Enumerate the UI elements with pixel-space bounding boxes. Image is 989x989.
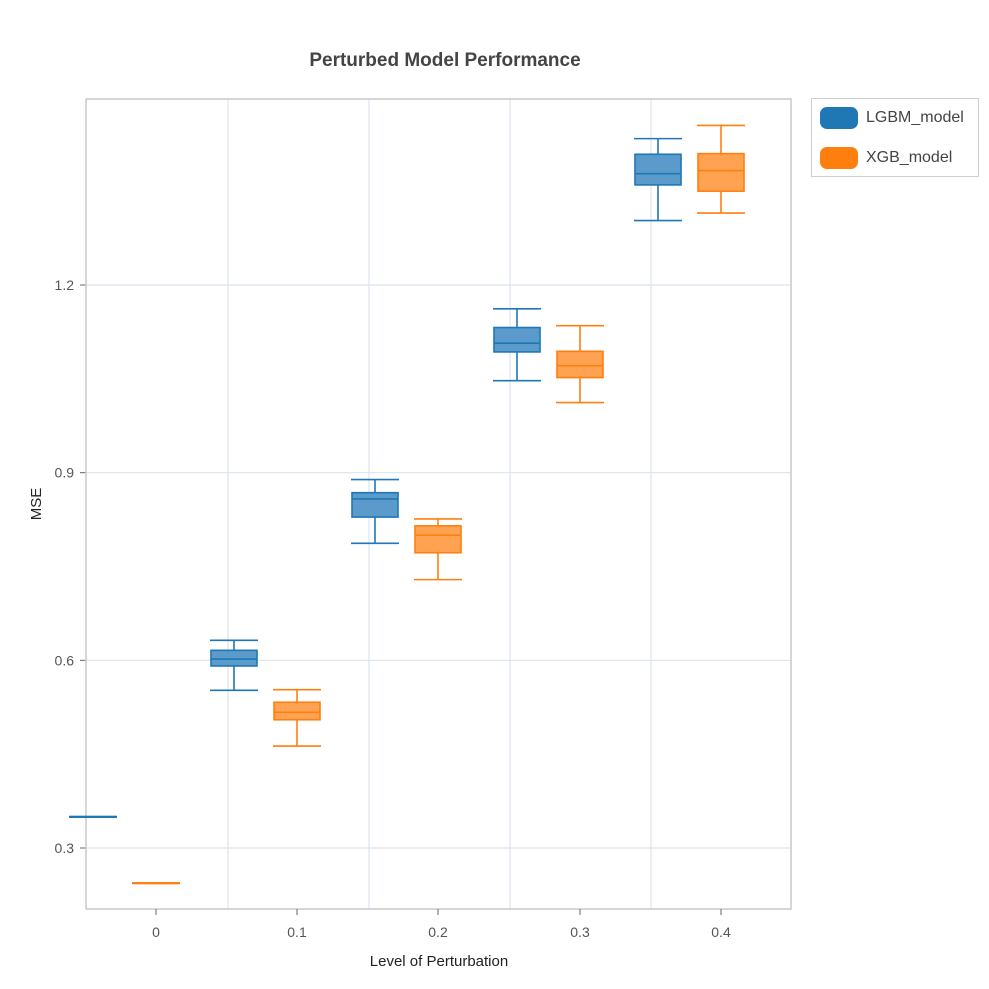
y-tick-label: 1.2 <box>55 277 75 293</box>
x-axis-label: Level of Perturbation <box>370 953 508 970</box>
y-tick-label: 0.3 <box>55 840 75 856</box>
x-tick-label: 0.1 <box>287 924 307 940</box>
legend-item-xgb[interactable]: XGB_model <box>820 145 952 171</box>
legend-label-lgbm: LGBM_model <box>866 109 964 126</box>
x-tick-label: 0 <box>152 924 160 940</box>
y-tick-label: 0.9 <box>55 465 75 481</box>
legend-item-lgbm[interactable]: LGBM_model <box>820 105 964 131</box>
box-iqr <box>273 701 321 721</box>
box-iqr <box>351 491 399 518</box>
chart-title: Perturbed Model Performance <box>309 50 580 71</box>
y-tick-label: 0.6 <box>55 652 75 668</box>
x-tick-label: 0.2 <box>428 924 448 940</box>
box-iqr <box>210 649 258 667</box>
x-tick-label: 0.4 <box>711 924 731 940</box>
plot-area <box>86 99 791 909</box>
box-iqr <box>697 152 745 192</box>
legend[interactable]: LGBM_model XGB_model <box>811 98 979 177</box>
legend-label-xgb: XGB_model <box>866 149 953 166</box>
box-iqr <box>414 525 462 554</box>
y-axis-label: MSE <box>28 488 45 521</box>
legend-swatch-lgbm <box>820 107 858 129</box>
box-iqr <box>556 350 604 379</box>
legend-swatch-xgb <box>820 147 858 169</box>
x-tick-label: 0.3 <box>570 924 590 940</box>
box-iqr <box>493 326 541 353</box>
box-iqr <box>634 153 682 186</box>
